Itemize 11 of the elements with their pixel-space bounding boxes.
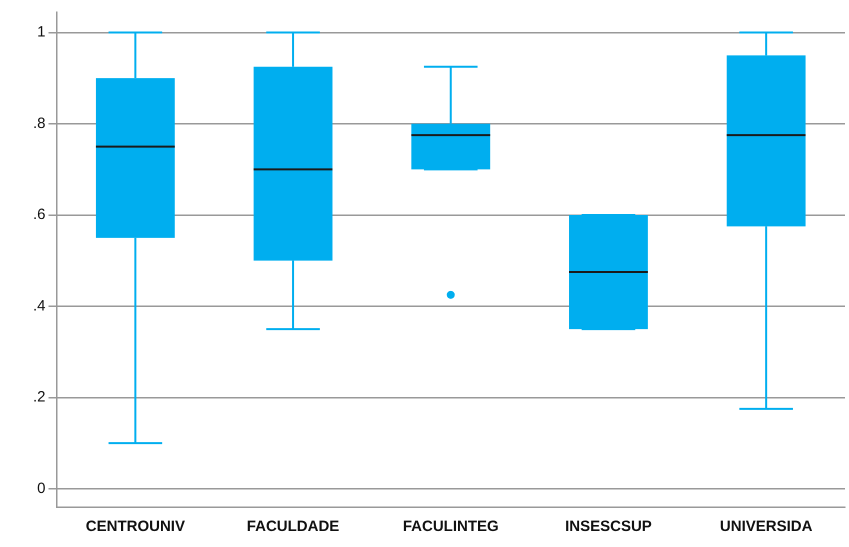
y-tick-label: .8 [32, 114, 46, 132]
x-tick-label: UNIVERSIDA [720, 518, 813, 536]
y-tick-label: .2 [32, 388, 46, 406]
y-tick-label: .6 [32, 206, 46, 224]
x-tick-label: FACULINTEG [402, 518, 499, 536]
y-tick-label: .4 [32, 297, 46, 314]
x-tick-label: CENTROUNIV [86, 518, 185, 536]
x-tick-label: FACULDADE [246, 518, 340, 536]
y-tick-label: 1 [37, 24, 46, 41]
x-tick-label: INSESCSUP [565, 518, 652, 536]
y-tick-label: 0 [37, 480, 46, 497]
